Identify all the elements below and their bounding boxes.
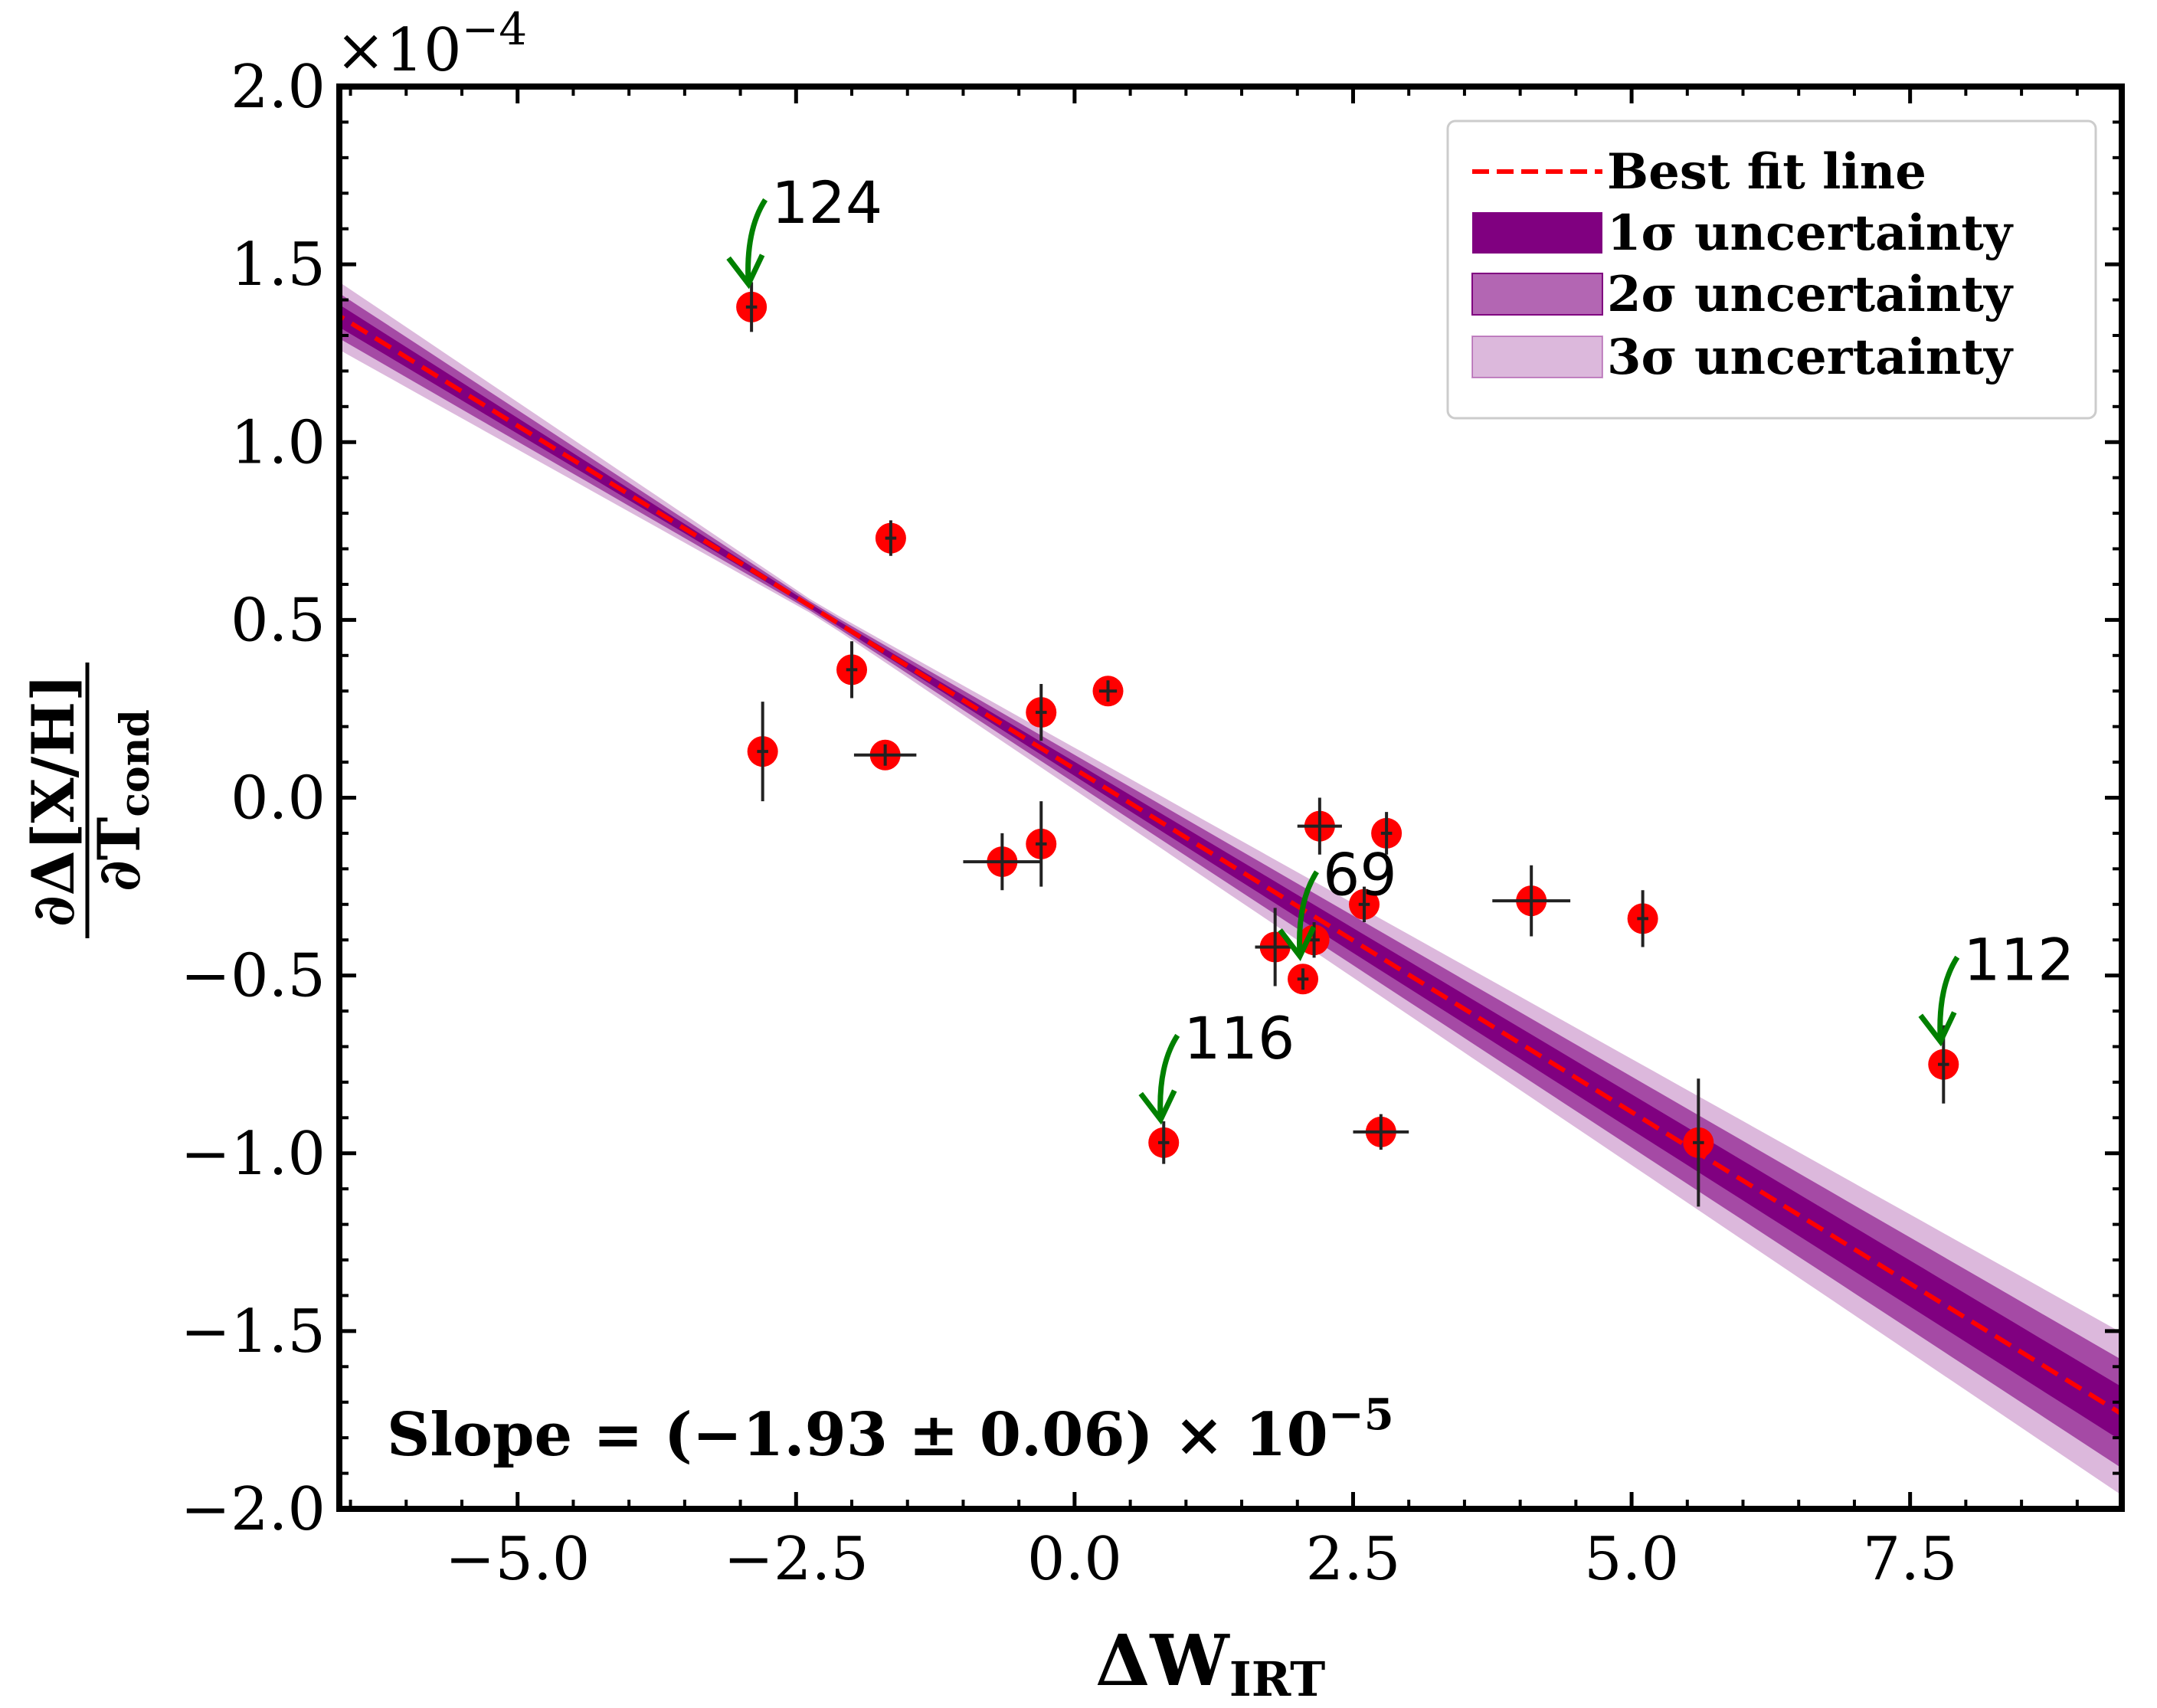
data-point xyxy=(836,641,868,699)
annotation-arrow-head xyxy=(1278,925,1317,961)
y-offset-exp: −4 xyxy=(462,3,528,55)
x-axis-label-main: ΔW xyxy=(1095,1619,1230,1702)
annotation-label: 124 xyxy=(771,169,882,237)
best-fit-line xyxy=(339,312,2122,1417)
annotation-arrow-shaft xyxy=(1937,955,1960,1042)
data-point xyxy=(1148,1121,1180,1164)
data-point xyxy=(963,833,1042,891)
y-tick-label: −0.5 xyxy=(181,942,326,1011)
y-tick-label: 0.0 xyxy=(231,764,326,833)
y-axis-label-den-sub: cond xyxy=(112,709,159,817)
legend-box xyxy=(1446,119,2097,420)
data-point xyxy=(747,702,778,802)
y-tick-label: 2.0 xyxy=(231,53,326,122)
legend-1sigma-label: 1σ uncertainty xyxy=(1607,205,2014,262)
legend-1sigma-swatch xyxy=(1472,212,1602,254)
annotation-arrow-head xyxy=(1138,1089,1177,1125)
data-point xyxy=(1026,801,1057,887)
data-point xyxy=(736,282,768,332)
y-offset-text: ×10−4 xyxy=(335,3,527,85)
x-tick-label: −2.5 xyxy=(724,1525,869,1594)
legend-2sigma-swatch xyxy=(1471,273,1603,316)
data-point xyxy=(1092,676,1124,707)
data-point xyxy=(875,520,906,556)
x-tick-label: 2.5 xyxy=(1305,1525,1400,1594)
slope-text: Slope = (−1.93 ± 0.06) × 10−5 xyxy=(387,1389,1394,1470)
legend-fit-label: Best fit line xyxy=(1607,143,1926,201)
data-points xyxy=(736,282,1959,1207)
annotation-69: 69 xyxy=(1278,840,1397,961)
annotation-label: 116 xyxy=(1183,1004,1295,1072)
y-tick-label: 0.5 xyxy=(231,586,326,655)
annotation-arrow-shaft xyxy=(1297,870,1319,957)
band-2sigma xyxy=(339,293,2122,1468)
annotation-112: 112 xyxy=(1918,926,2074,1047)
legend-2sigma-label: 2σ uncertainty xyxy=(1607,266,2014,323)
y-offset-base: ×10 xyxy=(335,16,462,85)
data-point xyxy=(1026,683,1057,741)
x-tick-label: −5.0 xyxy=(445,1525,590,1594)
legend-3sigma-label: 3σ uncertainty xyxy=(1607,329,2014,386)
data-point xyxy=(1371,812,1403,855)
data-point xyxy=(1349,886,1380,922)
y-axis-label: ∂Δ[X/H] ∂Tcond xyxy=(19,663,159,938)
band-3sigma xyxy=(339,282,2122,1496)
y-tick-label: −1.0 xyxy=(181,1120,326,1189)
data-point xyxy=(1683,1078,1714,1207)
annotation-arrow-head xyxy=(1918,1011,1957,1047)
slope-text-exp: −5 xyxy=(1328,1389,1394,1440)
band-1sigma xyxy=(339,304,2122,1441)
data-point xyxy=(1492,865,1571,937)
axis-ticks xyxy=(339,84,2122,1511)
annotations: 124 69 116 112 xyxy=(726,169,2074,1125)
annotation-label: 69 xyxy=(1323,840,1397,908)
fit-line xyxy=(339,312,2122,1417)
x-tick-label: 7.5 xyxy=(1863,1525,1958,1594)
y-tick-label: 1.5 xyxy=(231,231,326,299)
annotation-124: 124 xyxy=(726,169,882,290)
uncertainty-bands xyxy=(339,282,2122,1496)
y-axis-label-numerator: ∂Δ[X/H] xyxy=(19,674,87,927)
y-axis-label-denominator: ∂Tcond xyxy=(85,709,159,892)
data-point xyxy=(1297,797,1342,855)
annotation-arrow-head xyxy=(726,254,765,290)
annotation-arrow-shaft xyxy=(1157,1033,1180,1121)
y-tick-label: −2.0 xyxy=(181,1475,326,1544)
y-tick-label: 1.0 xyxy=(231,408,326,477)
data-point xyxy=(1255,908,1295,987)
annotation-116: 116 xyxy=(1138,1004,1295,1125)
slope-text-main: Slope = (−1.93 ± 0.06) × 10 xyxy=(387,1400,1328,1470)
annotation-arrow-shaft xyxy=(745,198,768,285)
data-point xyxy=(1353,1114,1409,1150)
x-axis-label-sub: IRT xyxy=(1229,1651,1326,1707)
x-tick-label: 5.0 xyxy=(1584,1525,1679,1594)
x-tick-label: 0.0 xyxy=(1027,1525,1122,1594)
data-point xyxy=(1627,890,1658,947)
y-tick-label: −1.5 xyxy=(181,1297,326,1366)
annotation-label: 112 xyxy=(1963,926,2074,994)
legend: Best fit line 1σ uncertainty 2σ uncertai… xyxy=(1446,119,2097,420)
data-point xyxy=(1288,964,1319,995)
legend-3sigma-swatch xyxy=(1471,335,1603,378)
y-axis-label-den-main: ∂T xyxy=(85,817,153,892)
x-axis-label: ΔWIRT xyxy=(1095,1619,1325,1707)
data-point xyxy=(853,739,917,771)
tick-labels: −5.0 −2.5 0.0 2.5 5.0 7.5 2.0 1.5 1.0 0.5 0.0 −0.5 −… xyxy=(181,53,1958,1594)
